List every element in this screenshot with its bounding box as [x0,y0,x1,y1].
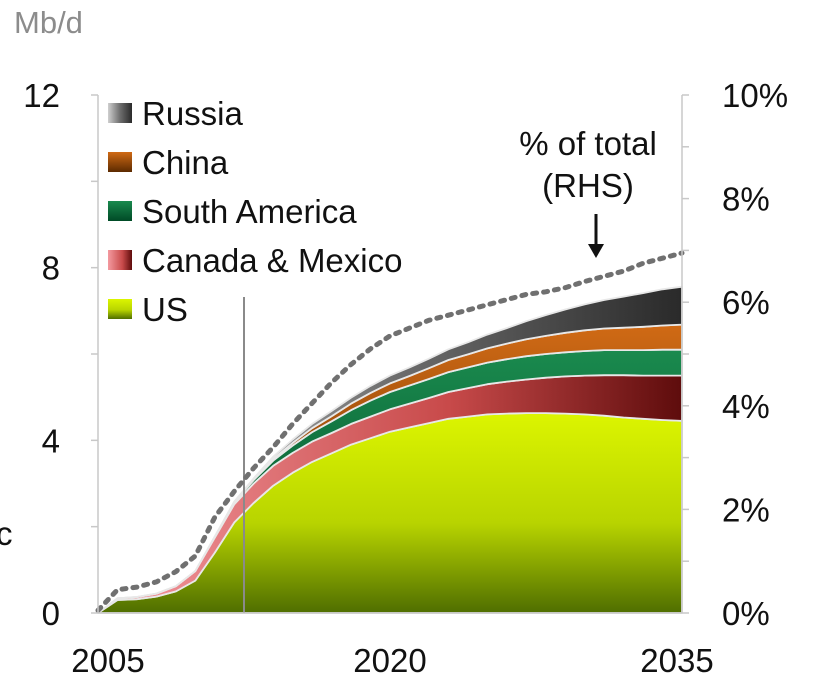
cropped-left-text: c [0,515,13,552]
legend: Russia China South America Canada & Mexico U… [108,95,402,328]
y-right-tick-label: 2% [722,491,770,528]
x-tick-label: 2005 [71,642,144,679]
y-left-tick-label: 8 [42,250,60,287]
legend-label-russia: Russia [142,95,244,132]
legend-label-us: US [142,291,188,328]
legend-swatch-canada-mexico [108,250,132,270]
x-ticks: 2005 2020 2035 [71,642,713,679]
x-tick-label: 2020 [353,642,426,679]
legend-label-south-america: South America [142,193,357,230]
annotation-line1: % of total [519,125,657,162]
y-left-tick-label: 4 [42,422,60,459]
x-tick-label: 2035 [640,642,713,679]
annotation-arrow [588,214,604,258]
legend-swatch-south-america [108,201,132,221]
y-right-tick-label: 8% [722,181,770,218]
legend-swatch-us [108,299,132,319]
legend-swatch-russia [108,103,132,123]
annotation-line2: (RHS) [542,167,634,204]
y-right-tick-label: 4% [722,388,770,425]
legend-label-canada-mexico: Canada & Mexico [142,242,402,279]
y-left-tick-label: 12 [23,77,60,114]
y-right-ticks: 0% 2% 4% 6% 8% 10% [722,77,788,632]
legend-label-china: China [142,144,229,181]
y-right-tick-label: 6% [722,284,770,321]
y-left-ticks: 0 4 8 12 [23,77,60,632]
y-right-tick-label: 10% [722,77,788,114]
y-right-tick-label: 0% [722,595,770,632]
y-left-unit: Mb/d [14,5,83,40]
legend-swatch-china [108,152,132,172]
pct-of-total-line [95,250,685,613]
axes [91,94,689,614]
y-left-tick-label: 0 [42,595,60,632]
